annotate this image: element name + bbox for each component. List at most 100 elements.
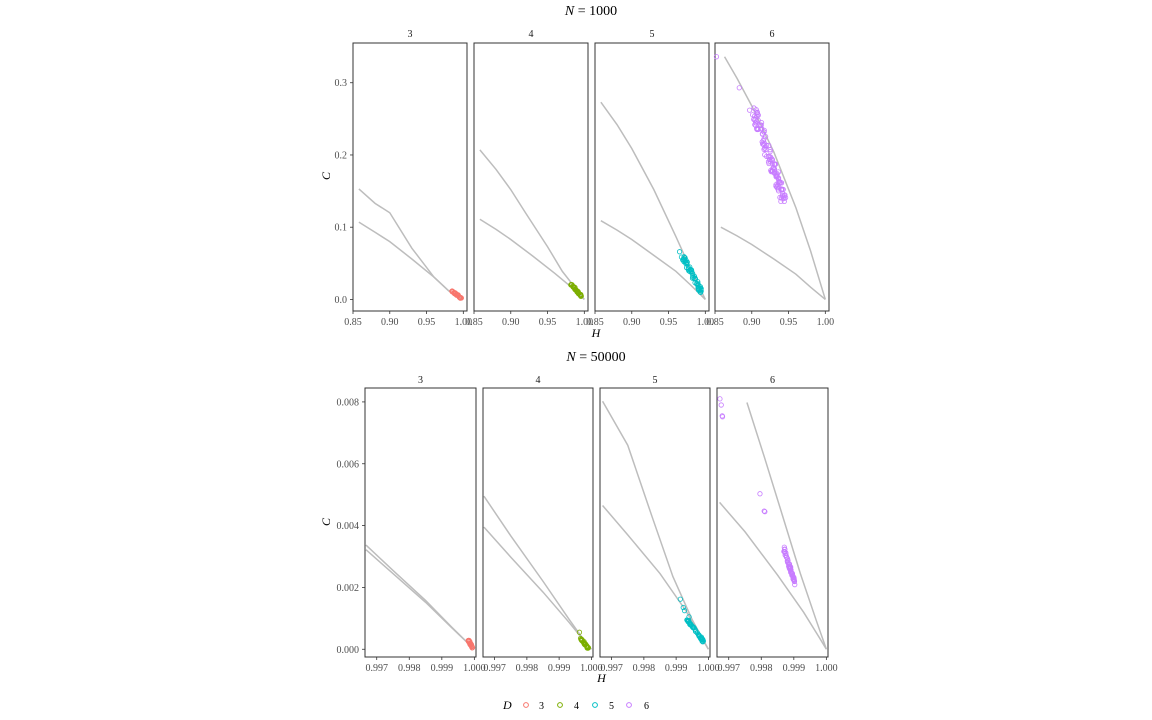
x-tick-label: 0.95: [660, 317, 678, 328]
data-point: [769, 168, 775, 174]
legend-label-5: 5: [609, 701, 614, 712]
row-n-50000: N = 50000 0.000 0.002 0.004 0.006 0.008 C H 3 0.…: [319, 350, 838, 685]
data-point: [686, 614, 692, 620]
data-point: [775, 176, 781, 182]
facet-panel-6: 6 0.85 0.90 0.95 1.00: [706, 29, 834, 328]
x-tick-label: 0.998: [633, 663, 656, 674]
legend-entry-6: 6: [626, 701, 649, 712]
data-point: [677, 596, 683, 602]
y-tick-label: 0.2: [335, 150, 348, 161]
facet-panel-4: 4 0.85 0.90 0.95 1.00: [465, 29, 593, 328]
facet-panel-4: 4 0.997 0.998 0.999 1.000: [482, 375, 603, 674]
x-tick-label: 0.998: [398, 663, 421, 674]
x-tick-label: 0.997: [483, 663, 506, 674]
x-tick-label: 0.999: [665, 663, 688, 674]
data-point: [468, 642, 474, 649]
x-tick-label: 0.999: [431, 663, 454, 674]
upper-bound-curve: [723, 56, 827, 300]
legend-key-5: [592, 702, 598, 708]
data-point: [788, 567, 794, 573]
x-tick-label: 0.90: [502, 317, 520, 328]
y-tick-label: 0.0: [335, 295, 348, 306]
x-tick-label: 1.000: [580, 663, 603, 674]
x-tick-label: 1.000: [697, 663, 720, 674]
data-point: [577, 635, 584, 641]
x-tick-label: 0.999: [783, 663, 806, 674]
data-point: [676, 249, 683, 255]
legend: D 3 4 5 6: [502, 698, 649, 712]
data-point: [699, 638, 705, 644]
x-tick-label: 0.95: [418, 317, 436, 328]
row-n-1000: N = 1000 0.0 0.1 0.2 0.3 C H 3 0.85 0.90 0.95 1.00…: [319, 4, 834, 340]
data-point: [782, 192, 788, 198]
facet-label: 4: [536, 375, 541, 386]
panel-frame: [473, 42, 589, 312]
legend-key-4: [557, 702, 563, 708]
data-point: [758, 120, 765, 126]
panel-frame: [364, 387, 477, 658]
data-point: [713, 54, 720, 60]
x-axis-title: H: [596, 671, 607, 685]
data-point: [787, 566, 793, 572]
data-point: [576, 290, 582, 296]
facet-panel-3: 3 0.85 0.90 0.95 1.00: [344, 29, 472, 328]
data-point: [768, 169, 774, 175]
data-point: [786, 561, 792, 567]
data-point: [755, 112, 761, 118]
y-tick-label: 0.006: [337, 459, 360, 470]
upper-bound-curve: [746, 402, 828, 650]
x-tick-label: 1.00: [576, 317, 594, 328]
facet-label: 3: [408, 29, 413, 40]
x-tick-label: 0.997: [600, 663, 623, 674]
upper-bound-curve: [601, 400, 710, 650]
data-point: [767, 147, 773, 153]
x-axis-title: H: [591, 326, 602, 340]
data-point: [790, 573, 796, 579]
facet-panel-5: 5 0.85 0.90 0.95 1.00: [586, 29, 714, 328]
data-point: [680, 604, 686, 611]
panel-frame: [714, 42, 830, 312]
data-point: [570, 284, 577, 290]
data-point: [717, 396, 723, 402]
data-point: [690, 271, 696, 277]
upper-bound-curve: [479, 149, 585, 300]
lower-bound-curve: [719, 501, 828, 650]
data-point: [762, 144, 769, 150]
facet-label: 6: [770, 29, 775, 40]
facet-label: 4: [529, 29, 534, 40]
lower-bound-curve: [358, 221, 464, 301]
panel-frame: [352, 42, 468, 312]
data-point: [719, 414, 726, 420]
facet-panel-3: 3 0.997 0.998 0.999 1.000: [364, 375, 486, 674]
data-point: [751, 105, 757, 111]
data-point: [782, 546, 788, 553]
data-point: [776, 184, 782, 191]
x-tick-label: 0.85: [706, 317, 724, 328]
data-point: [691, 625, 697, 631]
y-tick-label: 0.000: [337, 645, 360, 656]
y-tick-label: 0.004: [337, 521, 360, 532]
data-point: [698, 286, 704, 293]
facet-panel-6: 6 0.997 0.998 0.999 1.000: [716, 375, 838, 674]
data-point: [784, 559, 791, 565]
data-point: [681, 608, 688, 614]
data-point: [692, 276, 698, 282]
x-tick-label: 0.90: [623, 317, 641, 328]
panel-frame: [599, 387, 711, 658]
data-point: [469, 643, 475, 649]
legend-entry-3: 3: [523, 701, 544, 712]
data-point: [789, 570, 795, 577]
facet-panel-5: 5 0.997 0.998 0.999 1.000: [599, 375, 720, 674]
legend-entry-5: 5: [592, 701, 614, 712]
data-point: [782, 549, 788, 555]
data-point: [775, 186, 781, 192]
facet-label: 5: [650, 29, 655, 40]
data-point: [457, 294, 463, 300]
data-point: [692, 279, 698, 286]
data-point: [761, 127, 767, 133]
legend-key-6: [626, 702, 632, 708]
x-tick-label: 0.998: [516, 663, 539, 674]
row-title-n-1000: N = 1000: [564, 4, 617, 19]
data-point: [767, 149, 773, 155]
x-tick-label: 1.00: [697, 317, 715, 328]
